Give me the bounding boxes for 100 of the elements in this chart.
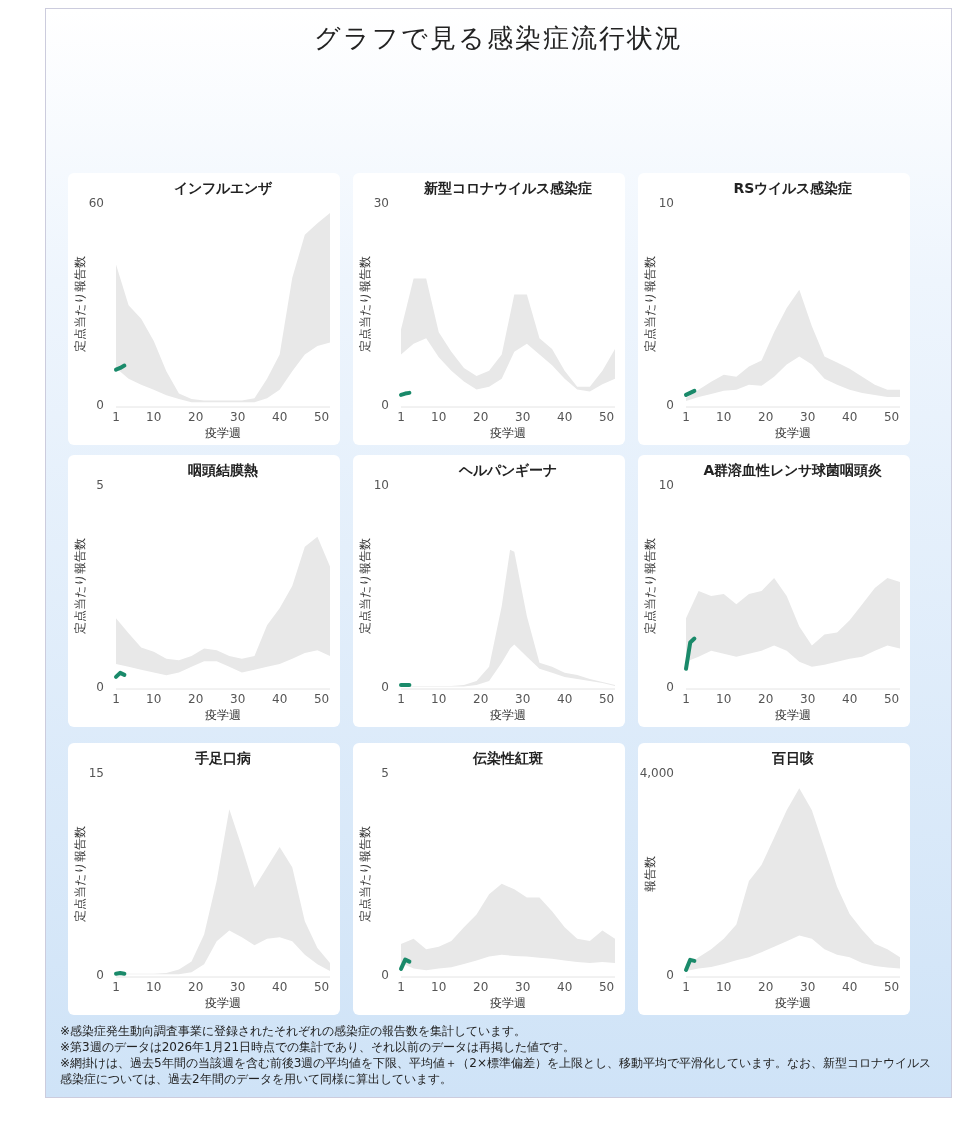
x-tick-label: 10 [716, 410, 732, 424]
y-tick-label: 60 [88, 196, 104, 210]
x-tick-label: 40 [272, 980, 288, 994]
x-axis-title: 疫学週 [205, 996, 241, 1010]
x-tick-label: 1 [682, 410, 690, 424]
x-axis-title: 疫学週 [490, 426, 526, 440]
x-tick-label: 30 [800, 692, 816, 706]
chart-title: 伝染性紅斑 [472, 750, 543, 766]
x-tick-label: 20 [473, 980, 489, 994]
y-tick-label: 0 [666, 968, 674, 982]
x-tick-label: 30 [230, 410, 246, 424]
text: ※第3週のデータは2026年1月21日時点での集計であり、それ以前のデータは再掲した値です。 [60, 1039, 577, 1055]
x-tick-label: 1 [682, 980, 690, 994]
x-tick-label: 50 [883, 980, 900, 994]
x-tick-label: 1 [397, 692, 405, 706]
y-axis-title: 定点当たり報告数 [643, 256, 657, 352]
y-tick-label: 10 [658, 196, 674, 210]
x-tick-label: 30 [230, 692, 246, 706]
x-tick-label: 40 [557, 410, 573, 424]
x-axis-title: 疫学週 [205, 708, 241, 722]
x-tick-label: 50 [598, 980, 615, 994]
y-tick-label: 0 [381, 968, 389, 982]
chart-title: RSウイルス感染症 [733, 180, 853, 196]
y-tick-label: 15 [88, 766, 104, 780]
x-tick-label: 20 [758, 980, 774, 994]
x-tick-label: 20 [188, 692, 204, 706]
x-axis-title: 疫学週 [490, 996, 526, 1010]
x-tick-label: 30 [800, 980, 816, 994]
x-tick-label: 1 [112, 410, 120, 424]
x-tick-label: 40 [272, 692, 288, 706]
x-tick-label: 10 [146, 692, 162, 706]
y-axis-title: 定点当たり報告数 [73, 826, 87, 922]
y-tick-label: 0 [381, 398, 389, 412]
x-tick-label: 50 [598, 410, 615, 424]
y-tick-label: 10 [373, 478, 389, 492]
y-axis-title: 定点当たり報告数 [73, 256, 87, 352]
x-tick-label: 10 [431, 410, 447, 424]
y-tick-label: 0 [666, 680, 674, 694]
x-tick-label: 30 [230, 980, 246, 994]
y-tick-label: 0 [96, 968, 104, 982]
x-axis-title: 疫学週 [490, 708, 526, 722]
x-tick-label: 30 [800, 410, 816, 424]
x-tick-label: 20 [473, 410, 489, 424]
y-tick-label: 0 [96, 680, 104, 694]
x-tick-label: 1 [682, 692, 690, 706]
y-tick-label: 10 [658, 478, 674, 492]
x-tick-label: 10 [431, 692, 447, 706]
y-tick-label: 0 [381, 680, 389, 694]
chart-title: 手足口病 [194, 750, 251, 766]
x-tick-label: 10 [146, 410, 162, 424]
x-tick-label: 1 [397, 980, 405, 994]
y-tick-label: 0 [96, 398, 104, 412]
x-tick-label: 20 [473, 692, 489, 706]
x-axis-title: 疫学週 [205, 426, 241, 440]
x-tick-label: 30 [515, 410, 531, 424]
y-axis-title: 定点当たり報告数 [358, 538, 372, 634]
x-tick-label: 40 [842, 410, 858, 424]
x-tick-label: 10 [146, 980, 162, 994]
x-tick-label: 50 [313, 980, 330, 994]
x-tick-label: 40 [557, 692, 573, 706]
chart-title: ヘルパンギーナ [458, 462, 557, 478]
chart-title: 百日咳 [771, 750, 814, 766]
x-tick-label: 50 [598, 692, 615, 706]
text: ※感染症発生動向調査事業に登録されたそれぞれの感染症の報告数を集計しています。 [60, 1023, 528, 1039]
y-axis-title: 定点当たり報告数 [73, 538, 87, 634]
x-tick-label: 40 [272, 410, 288, 424]
y-tick-label: 0 [666, 398, 674, 412]
x-axis-title: 疫学週 [775, 426, 811, 440]
x-tick-label: 20 [758, 692, 774, 706]
y-tick-label: 5 [96, 478, 104, 492]
x-tick-label: 20 [758, 410, 774, 424]
y-axis-title: 定点当たり報告数 [358, 826, 372, 922]
x-tick-label: 30 [515, 692, 531, 706]
y-tick-label: 30 [373, 196, 389, 210]
x-tick-label: 1 [112, 692, 120, 706]
x-tick-label: 40 [842, 980, 858, 994]
x-tick-label: 50 [883, 410, 900, 424]
y-axis-title: 定点当たり報告数 [643, 538, 657, 634]
x-tick-label: 20 [188, 980, 204, 994]
chart-title: A群溶血性レンサ球菌咽頭炎 [703, 462, 883, 478]
text: ※網掛けは、過去5年間の当該週を含む前後3週の平均値を下限、平均値＋（2×標準偏差）を上限とし、移動平均で平滑化しています。なお、新型コロナウイルス感染症については、過去2年間のデータを用いて同様に算出しています。 [60, 1055, 932, 1087]
chart-title: インフルエンザ [174, 180, 273, 196]
chart-title: 咽頭結膜熱 [188, 462, 258, 478]
y-axis-title: 報告数 [643, 856, 657, 892]
chart-title: 新型コロナウイルス感染症 [423, 180, 592, 196]
x-tick-label: 30 [515, 980, 531, 994]
x-tick-label: 1 [397, 410, 405, 424]
x-tick-label: 50 [883, 692, 900, 706]
x-tick-label: 40 [842, 692, 858, 706]
x-tick-label: 1 [112, 980, 120, 994]
x-tick-label: 20 [188, 410, 204, 424]
x-tick-label: 10 [716, 980, 732, 994]
x-tick-label: 10 [716, 692, 732, 706]
y-tick-label: 5 [381, 766, 389, 780]
x-axis-title: 疫学週 [775, 708, 811, 722]
x-axis-title: 疫学週 [775, 996, 811, 1010]
x-tick-label: 10 [431, 980, 447, 994]
x-tick-label: 50 [313, 410, 330, 424]
y-tick-label: 4,000 [639, 766, 674, 780]
y-axis-title: 定点当たり報告数 [358, 256, 372, 352]
